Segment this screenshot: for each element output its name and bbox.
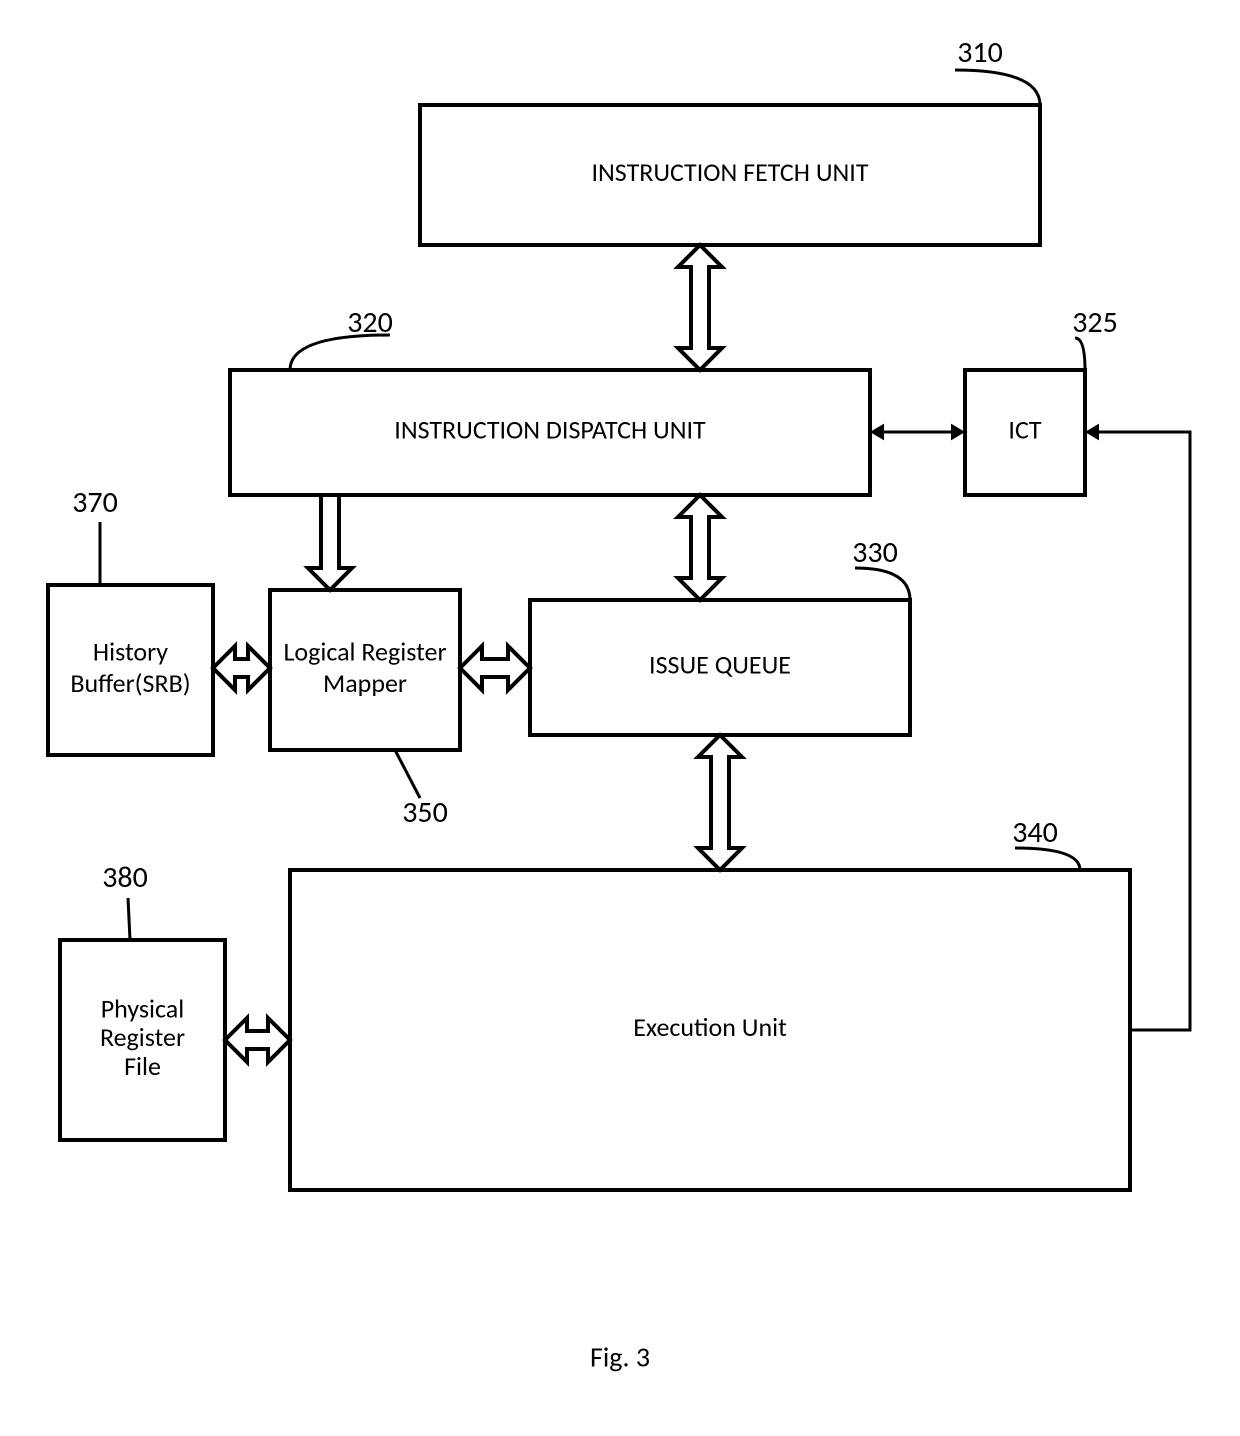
eu-label: Execution Unit <box>633 1011 787 1043</box>
ifu-ref: 310 <box>957 34 1003 71</box>
hb-ref: 370 <box>72 484 118 521</box>
hollow-arrow <box>678 495 722 600</box>
prf-label: File <box>124 1050 161 1082</box>
figure-caption: Fig. 3 <box>590 1340 650 1375</box>
leader-line <box>955 70 1040 105</box>
leader-line <box>1075 338 1085 370</box>
lrm-ref: 350 <box>402 794 448 831</box>
prf-label: Physical <box>101 993 184 1025</box>
hollow-arrow <box>308 495 352 590</box>
ifu-label: INSTRUCTION FETCH UNIT <box>591 156 868 188</box>
eu-ref: 340 <box>1012 814 1058 851</box>
idu-ref: 320 <box>347 304 393 341</box>
prf-ref: 380 <box>102 859 148 896</box>
arrow-head <box>951 424 965 441</box>
leader-line <box>128 898 130 940</box>
lrm-label: Logical Register <box>283 636 446 668</box>
leader-line <box>855 568 910 600</box>
lrm-label: Mapper <box>323 667 407 699</box>
leader-line <box>1015 848 1080 870</box>
ict-ref: 325 <box>1072 304 1118 341</box>
arrow-head <box>870 424 884 441</box>
idu-label: INSTRUCTION DISPATCH UNIT <box>394 414 706 446</box>
hollow-arrow <box>213 646 270 690</box>
hollow-arrow <box>225 1018 290 1062</box>
iq-label: ISSUE QUEUE <box>649 649 791 681</box>
hollow-arrow <box>678 245 722 370</box>
iq-ref: 330 <box>852 534 898 571</box>
leader-line <box>395 750 420 798</box>
prf-label: Register <box>100 1021 185 1053</box>
hb-label: Buffer(SRB) <box>70 667 190 699</box>
hollow-arrow <box>698 735 742 870</box>
ict-label: ICT <box>1008 414 1042 446</box>
hollow-arrow <box>460 646 530 690</box>
arrow-head <box>1085 424 1099 441</box>
hb-label: History <box>93 636 168 668</box>
